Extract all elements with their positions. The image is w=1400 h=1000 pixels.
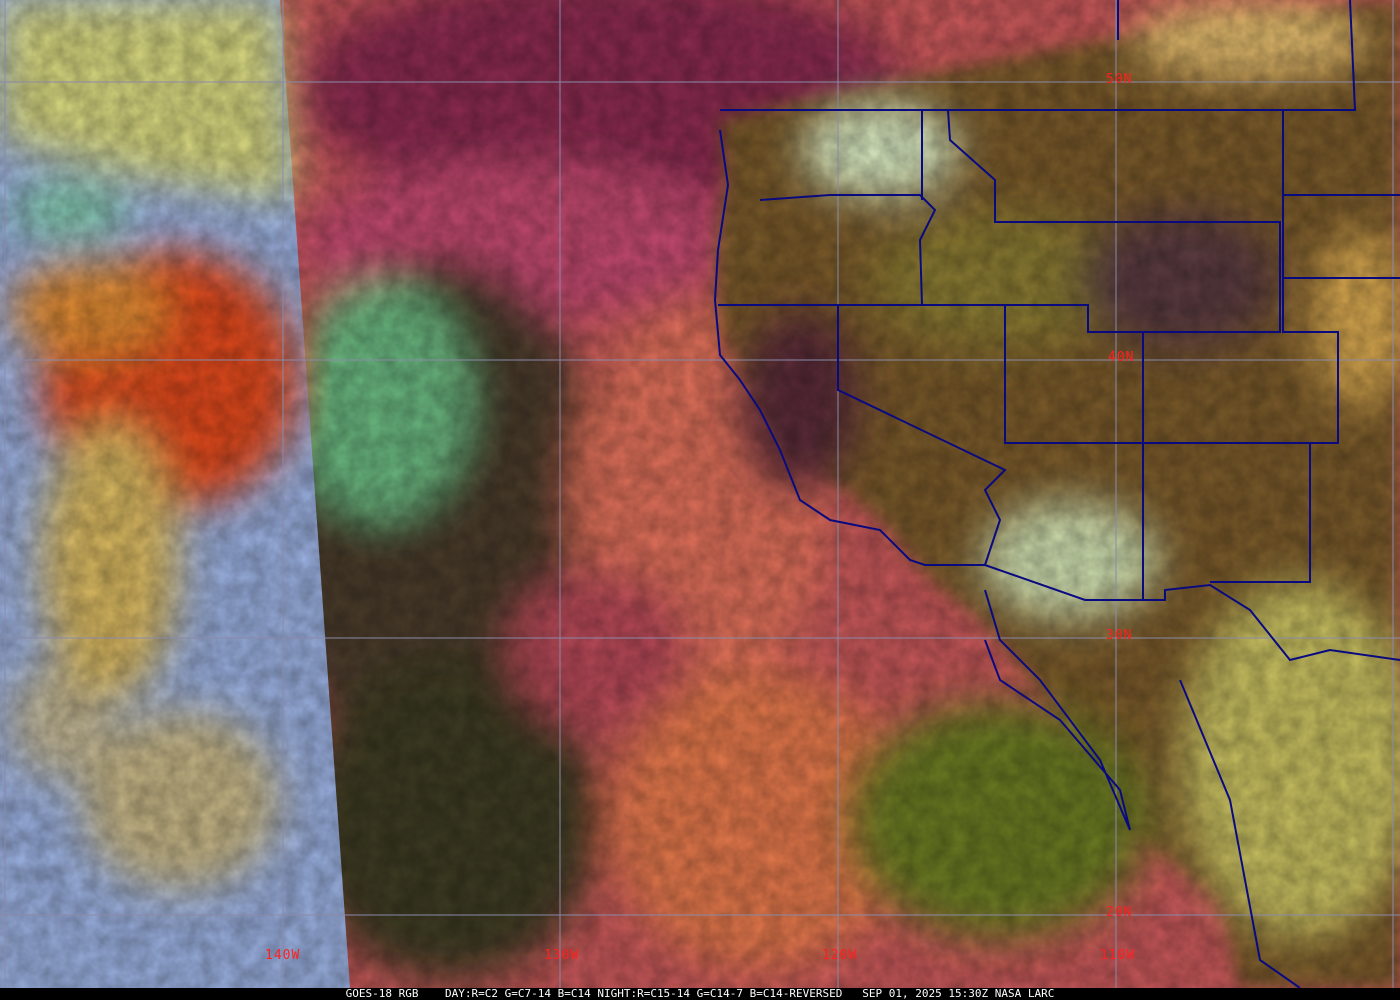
lon-label-140w: 140W [265, 948, 301, 963]
political-borders [713, 0, 1400, 988]
rgb-recipe: DAY:R=C2 G=C7-14 B=C14 NIGHT:R=C15-14 G=… [445, 987, 843, 1000]
satellite-name: GOES-18 RGB [345, 987, 419, 1000]
lat-label-20n: 20N [1106, 905, 1133, 920]
credit: NASA LARC [994, 987, 1055, 1000]
lat-label-50n: 50N [1106, 72, 1133, 87]
lon-label-110w: 110W [1100, 948, 1136, 963]
lat-label-30n: 30N [1106, 628, 1133, 643]
lon-label-120w: 120W [822, 948, 858, 963]
lat-label-40n: 40N [1108, 350, 1135, 365]
timestamp: SEP 01, 2025 15:30Z [862, 987, 989, 1000]
lon-label-130w: 130W [544, 948, 580, 963]
image-caption-bar: GOES-18 RGB DAY:R=C2 G=C7-14 B=C14 NIGHT… [0, 988, 1400, 1000]
